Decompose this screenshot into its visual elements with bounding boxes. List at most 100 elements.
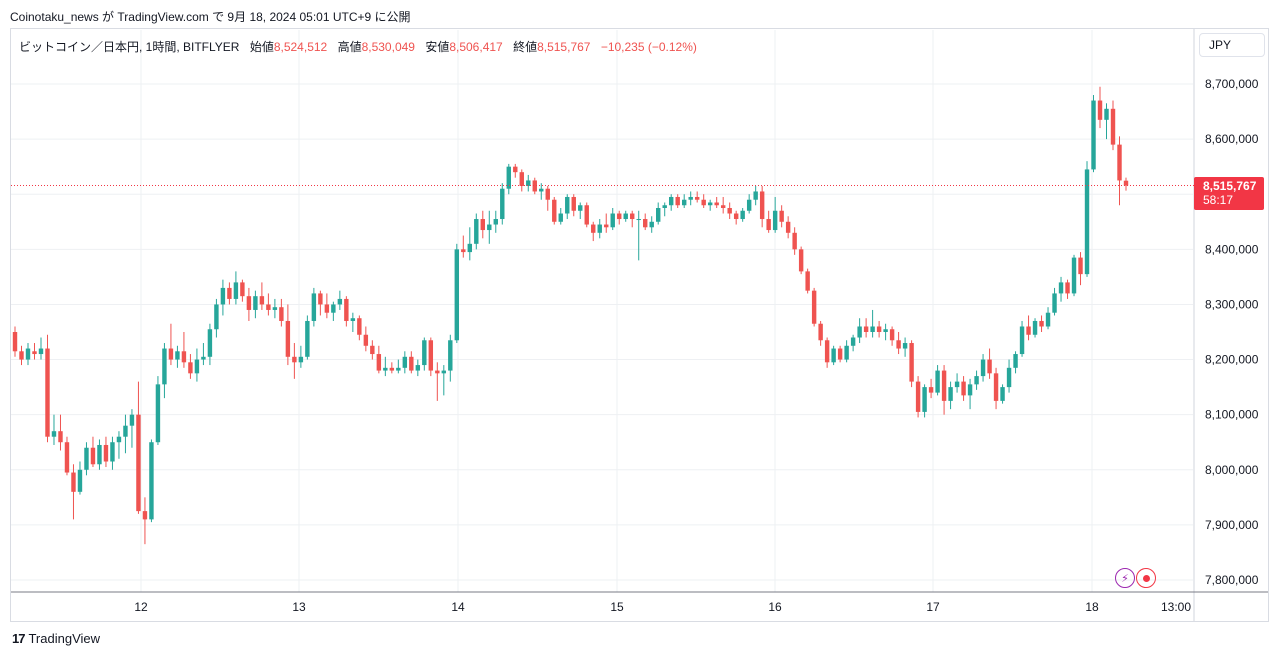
y-tick-label: 8,700,000	[1205, 77, 1259, 91]
candle-body	[1110, 108, 1116, 145]
candle-body	[454, 249, 460, 341]
candle-body	[272, 307, 278, 310]
candle	[837, 345, 843, 363]
candle	[902, 337, 908, 357]
candle	[733, 210, 739, 225]
candle-body	[617, 213, 622, 220]
candle	[136, 381, 141, 514]
high-value: 8,530,049	[361, 40, 415, 54]
candle-body	[45, 348, 50, 437]
high-label: 高値	[337, 40, 362, 54]
footer-brand[interactable]: 17 TradingView	[12, 631, 100, 646]
candle-body	[415, 365, 421, 371]
candle	[1123, 177, 1129, 191]
candle-body	[123, 425, 128, 437]
candle-body	[844, 345, 849, 360]
candle	[51, 414, 57, 445]
candle	[487, 210, 492, 244]
candle-body	[149, 442, 154, 520]
candle-body	[370, 345, 375, 355]
candle	[740, 208, 745, 222]
x-tick-label: 17	[926, 600, 940, 614]
x-tick-label: 14	[451, 600, 465, 614]
candle	[90, 436, 96, 468]
x-tick-label: 18	[1085, 600, 1099, 614]
candle	[545, 185, 550, 211]
candle-body	[396, 367, 401, 371]
candle-body	[474, 219, 479, 244]
candle-body	[954, 381, 960, 388]
candle	[565, 194, 570, 220]
candle	[253, 290, 258, 319]
candle	[720, 196, 726, 214]
candle-body	[214, 304, 219, 330]
candle	[656, 202, 661, 225]
candle	[584, 202, 589, 228]
candle-body	[604, 224, 609, 228]
candle	[727, 202, 732, 220]
candle-body	[662, 205, 667, 208]
candle	[714, 196, 719, 208]
currency-button[interactable]: JPY	[1199, 33, 1265, 57]
candle	[948, 381, 953, 410]
candle	[798, 246, 804, 275]
symbol-label[interactable]: ビットコイン／日本円, 1時間, BITFLYER	[19, 40, 240, 54]
candle-body	[623, 213, 628, 220]
candle-body	[513, 166, 518, 173]
candle	[694, 191, 700, 203]
candle-body	[772, 210, 778, 231]
candle	[162, 343, 167, 399]
candle	[857, 318, 862, 344]
candle	[220, 279, 226, 316]
y-tick-label: 8,000,000	[1205, 463, 1259, 477]
candle	[831, 345, 836, 366]
candle	[928, 378, 934, 399]
candle-body	[500, 188, 505, 220]
record-icon[interactable]	[1136, 568, 1156, 588]
candle	[772, 196, 778, 233]
lightning-icon[interactable]: ⚡	[1115, 568, 1135, 588]
candle-body	[77, 469, 83, 492]
candle-body	[578, 205, 583, 211]
candle-body	[876, 326, 882, 332]
candle	[77, 461, 83, 495]
candle-body	[324, 304, 330, 313]
candle-body	[506, 166, 511, 189]
candle	[19, 345, 24, 366]
candle-body	[733, 213, 739, 220]
candle	[97, 439, 102, 470]
candle	[363, 326, 369, 352]
candle	[116, 431, 122, 459]
candle-body	[526, 180, 531, 186]
candle	[519, 169, 524, 192]
candle-body	[422, 340, 427, 366]
candle	[526, 174, 531, 192]
candle-body	[850, 337, 856, 346]
candle-body	[487, 224, 492, 231]
candle-body	[785, 221, 791, 233]
bar-countdown: 58:17	[1203, 193, 1234, 207]
candle-body	[857, 326, 862, 338]
candle	[337, 290, 343, 310]
candle	[188, 354, 193, 379]
candle	[142, 497, 148, 545]
candle	[1104, 103, 1109, 140]
candle	[402, 351, 408, 374]
candle-body	[720, 205, 726, 208]
candle-body	[811, 290, 817, 324]
candle	[227, 282, 232, 305]
candle	[668, 194, 674, 211]
candle-body	[863, 326, 869, 332]
current-price-value: 8,515,767	[1203, 179, 1257, 193]
candle-body	[532, 180, 537, 192]
candle	[266, 293, 271, 316]
candle-body	[129, 414, 135, 426]
candle	[961, 376, 966, 401]
candle-body	[305, 320, 310, 357]
candle	[376, 345, 382, 374]
candle	[889, 326, 895, 346]
candle	[357, 315, 362, 341]
candle-body	[285, 320, 291, 357]
candle-body	[980, 359, 986, 377]
